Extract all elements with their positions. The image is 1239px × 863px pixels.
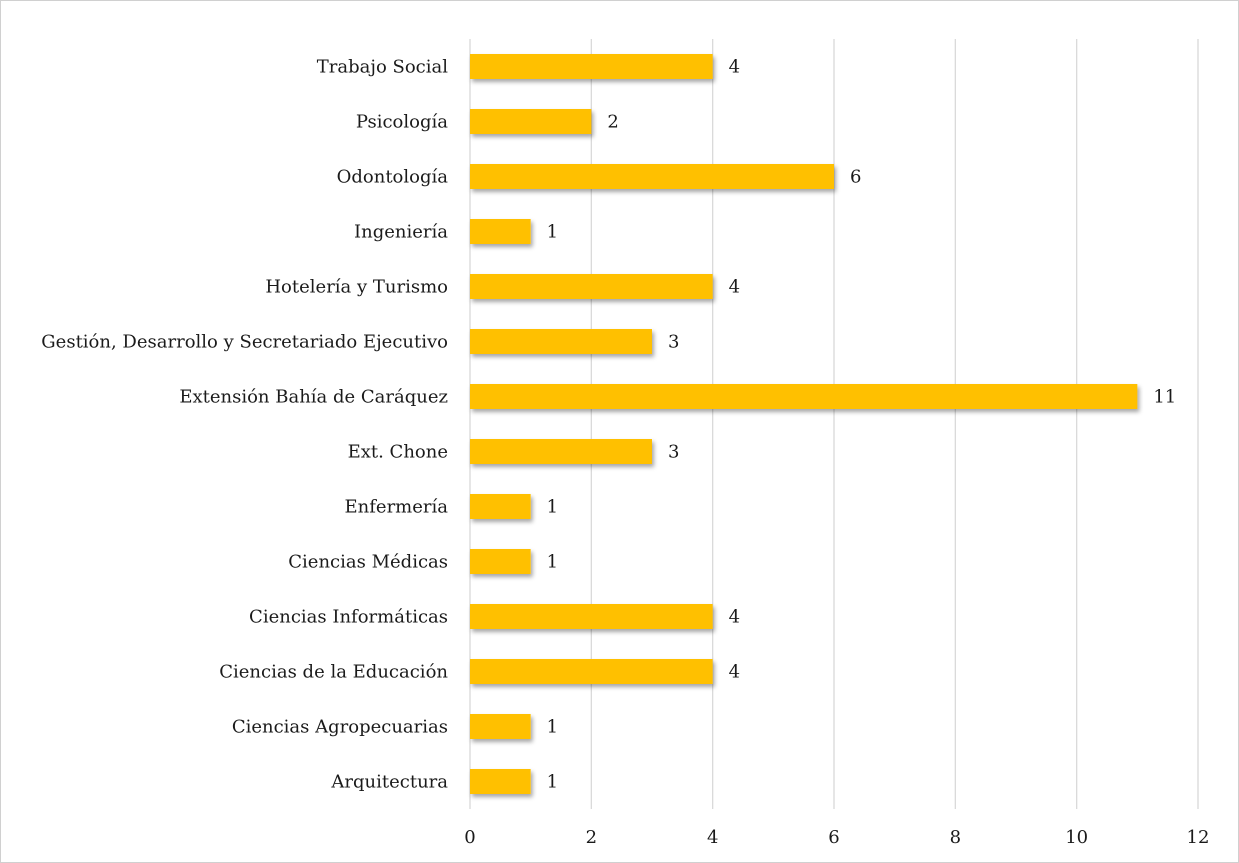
data-label: 3: [668, 442, 679, 463]
bar: [470, 604, 713, 629]
data-label: 1: [547, 717, 558, 738]
bars: [470, 54, 1138, 794]
category-label: Ext. Chone: [348, 442, 448, 463]
category-label: Enfermería: [345, 497, 449, 518]
bar: [470, 659, 713, 684]
bar: [470, 219, 531, 244]
bar: [470, 549, 531, 574]
data-label: 2: [607, 112, 618, 133]
data-label: 1: [547, 552, 558, 573]
bar: [470, 384, 1138, 409]
bar: [470, 274, 713, 299]
category-label: Hotelería y Turismo: [265, 277, 448, 298]
category-label: Ingeniería: [354, 222, 448, 243]
bar: [470, 329, 652, 354]
category-label: Ciencias Informáticas: [249, 607, 448, 628]
category-label: Gestión, Desarrollo y Secretariado Ejecu…: [41, 332, 448, 353]
category-label: Extensión Bahía de Caráquez: [179, 387, 448, 408]
bar: [470, 714, 531, 739]
data-label: 11: [1153, 387, 1176, 408]
x-tick-label: 4: [707, 827, 718, 848]
gridlines: [469, 39, 1199, 809]
category-label: Ciencias Agropecuarias: [232, 717, 448, 738]
x-axis-ticks: 0 2 4 6 8 10 12: [464, 827, 1209, 848]
x-tick-label: 12: [1187, 827, 1210, 848]
data-label: 4: [729, 57, 740, 78]
x-tick-label: 6: [828, 827, 839, 848]
x-tick-label: 0: [464, 827, 475, 848]
data-label: 3: [668, 332, 679, 353]
bar: [470, 769, 531, 794]
x-tick-label: 8: [950, 827, 961, 848]
category-label: Odontología: [337, 167, 449, 188]
data-label: 1: [547, 497, 558, 518]
category-label: Arquitectura: [330, 772, 448, 793]
category-label: Ciencias Médicas: [288, 552, 448, 573]
category-label: Trabajo Social: [317, 57, 448, 78]
data-label: 4: [729, 607, 740, 628]
x-tick-label: 2: [586, 827, 597, 848]
data-label: 6: [850, 167, 861, 188]
category-labels: Trabajo Social Psicología Odontología Ingen…: [41, 57, 448, 793]
data-label: 4: [729, 277, 740, 298]
data-label: 1: [547, 222, 558, 243]
x-tick-label: 10: [1065, 827, 1088, 848]
bar: [470, 109, 592, 134]
category-label: Ciencias de la Educación: [219, 662, 448, 683]
category-label: Psicología: [356, 112, 448, 133]
bar: [470, 164, 834, 189]
bar: [470, 439, 652, 464]
bar: [470, 494, 531, 519]
bar: [470, 54, 713, 79]
data-label: 4: [729, 662, 740, 683]
data-label: 1: [547, 772, 558, 793]
